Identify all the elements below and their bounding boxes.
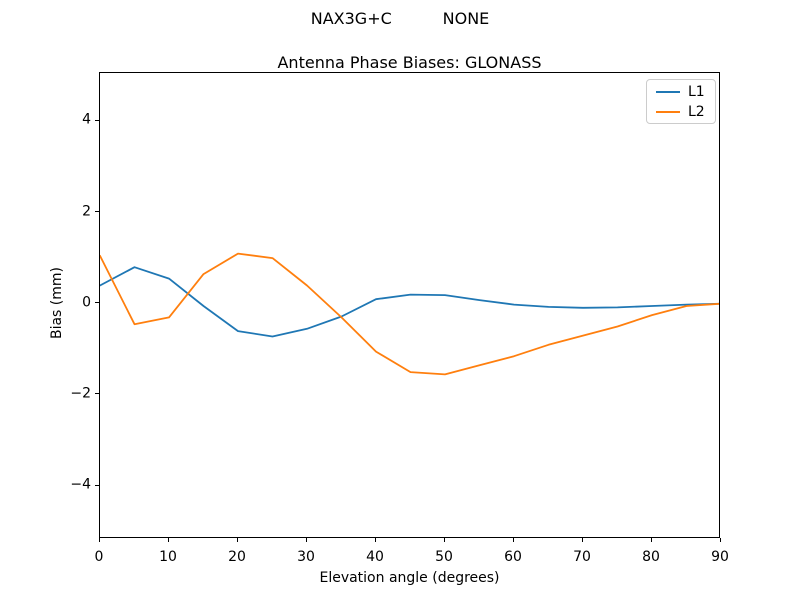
x-tick-mark bbox=[374, 538, 376, 542]
x-tick-label: 0 bbox=[94, 549, 104, 565]
legend-entry-l2: L2 bbox=[647, 102, 715, 122]
legend-entry-l1: L1 bbox=[647, 82, 715, 102]
x-tick-mark bbox=[719, 538, 721, 542]
x-tick-label: 90 bbox=[711, 549, 729, 565]
x-tick-mark bbox=[98, 538, 100, 542]
series-line-l2 bbox=[100, 252, 719, 376]
x-tick-label: 10 bbox=[159, 549, 177, 565]
y-tick-mark bbox=[95, 119, 99, 121]
legend-line-sample-l2 bbox=[656, 111, 680, 113]
figure-suptitle: NAX3G+C NONE bbox=[310, 9, 490, 28]
x-tick-label: 70 bbox=[573, 549, 591, 565]
x-tick-label: 40 bbox=[366, 549, 384, 565]
x-tick-mark bbox=[305, 538, 307, 542]
y-tick-mark bbox=[95, 484, 99, 486]
x-tick-mark bbox=[236, 538, 238, 542]
y-tick-label: 2 bbox=[82, 203, 91, 220]
x-tick-mark bbox=[443, 538, 445, 542]
y-tick-mark bbox=[95, 393, 99, 395]
x-tick-label: 30 bbox=[297, 549, 315, 565]
y-tick-label: 4 bbox=[82, 111, 91, 128]
plot-area bbox=[99, 72, 720, 538]
plot-canvas bbox=[100, 252, 719, 376]
x-tick-label: 80 bbox=[642, 549, 660, 565]
y-axis-label: Bias (mm) bbox=[49, 266, 65, 340]
legend-label-l2: L2 bbox=[688, 104, 705, 120]
legend: L1 L2 bbox=[646, 79, 716, 124]
x-tick-mark bbox=[167, 538, 169, 542]
legend-label-l1: L1 bbox=[688, 84, 705, 100]
y-tick-mark bbox=[95, 302, 99, 304]
series-line-l1 bbox=[100, 266, 719, 338]
x-tick-mark bbox=[581, 538, 583, 542]
x-tick-mark bbox=[512, 538, 514, 542]
x-tick-label: 50 bbox=[435, 549, 453, 565]
legend-line-sample-l1 bbox=[656, 91, 680, 93]
y-tick-label: 0 bbox=[82, 294, 91, 311]
x-tick-label: 60 bbox=[504, 549, 522, 565]
x-tick-mark bbox=[650, 538, 652, 542]
y-tick-label: −4 bbox=[70, 476, 91, 493]
y-tick-mark bbox=[95, 211, 99, 213]
x-tick-label: 20 bbox=[228, 549, 246, 565]
y-tick-label: −2 bbox=[70, 385, 91, 402]
chart-title: Antenna Phase Biases: GLONASS bbox=[277, 53, 542, 72]
x-axis-label: Elevation angle (degrees) bbox=[319, 570, 500, 586]
